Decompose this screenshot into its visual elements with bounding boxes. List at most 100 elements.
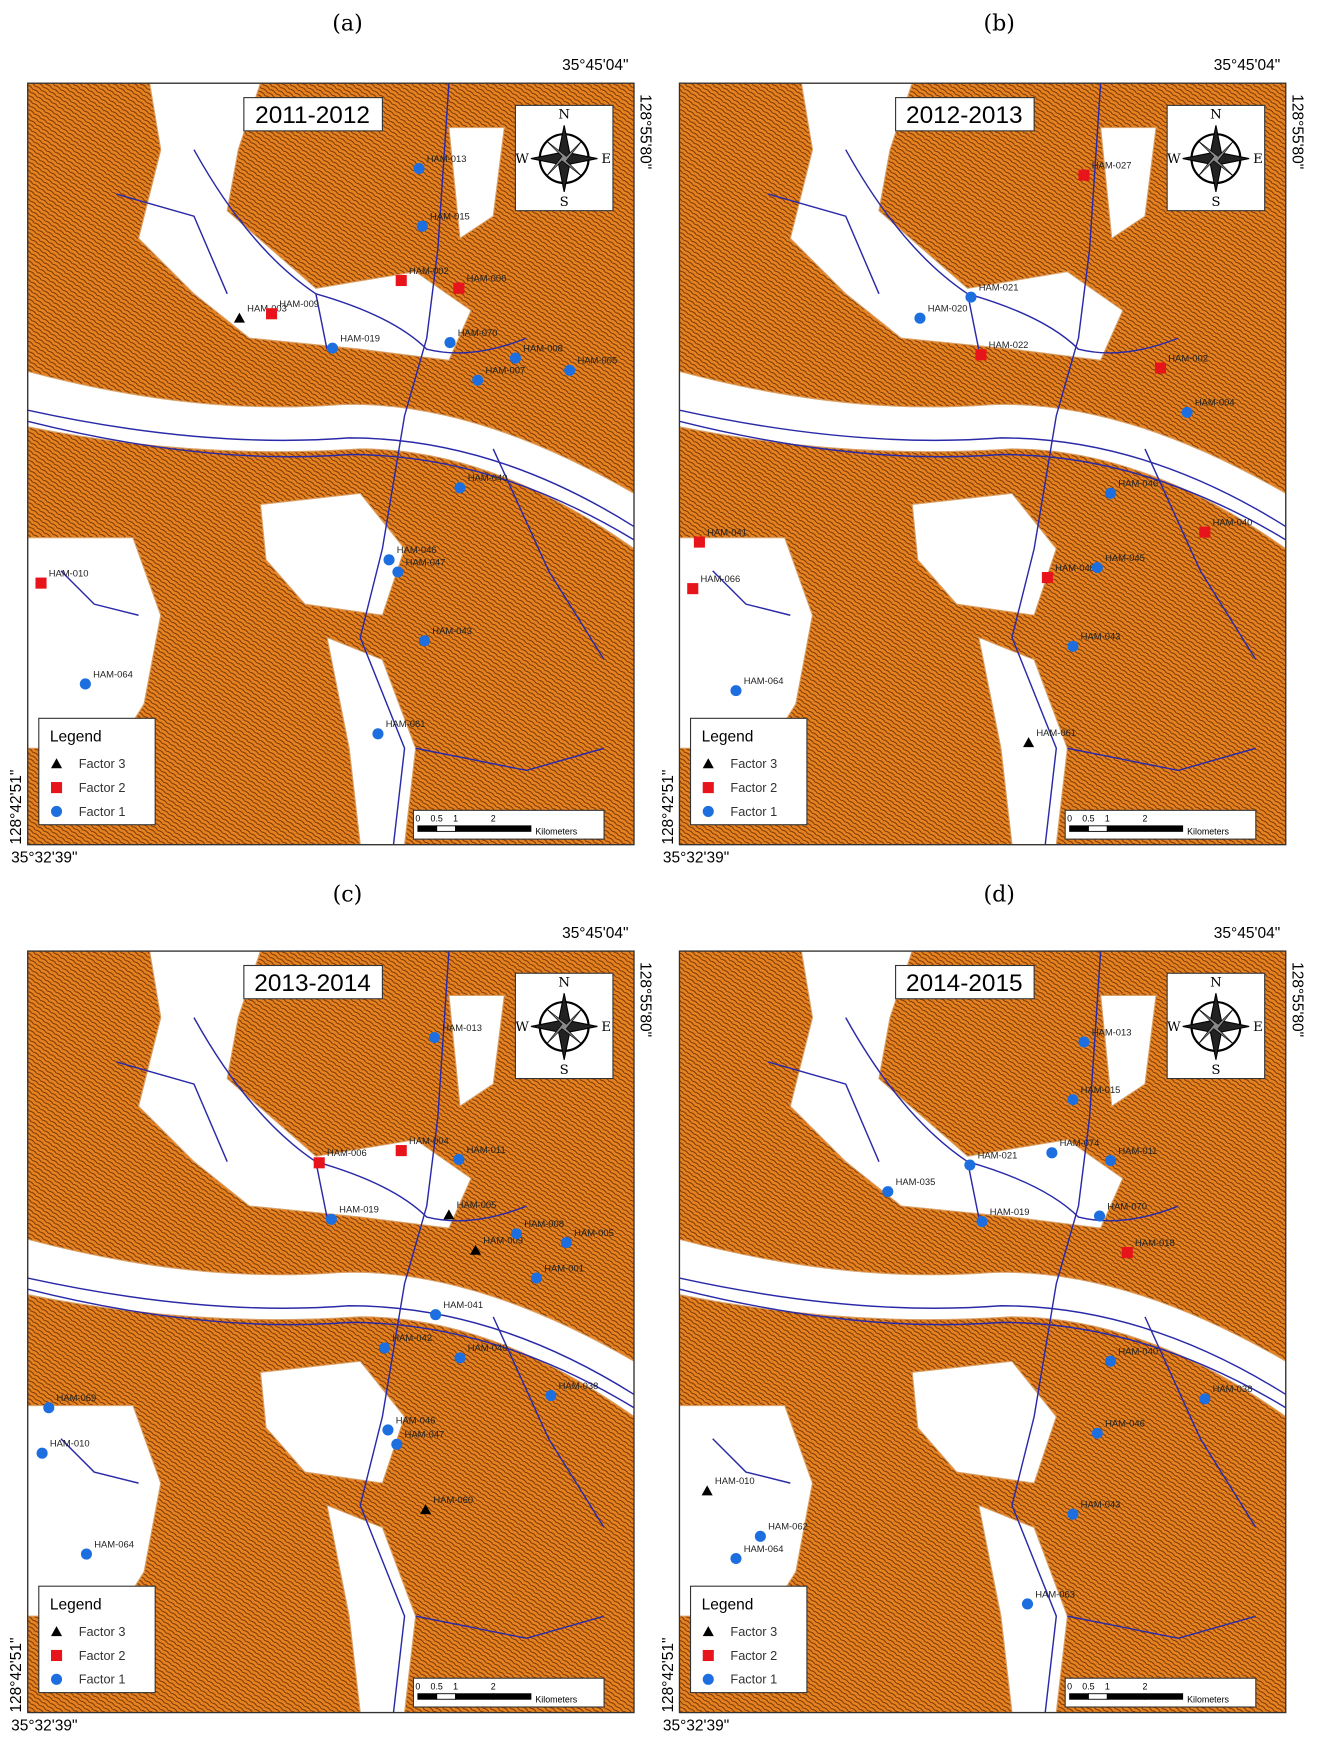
legend-marker	[703, 806, 714, 817]
scale-segment	[437, 826, 456, 832]
station-marker	[453, 283, 464, 294]
compass-e: E	[601, 1020, 611, 1035]
station-label: HAM-066	[701, 573, 741, 584]
station-label: HAM-074	[1060, 1137, 1100, 1148]
station-marker	[975, 349, 986, 360]
station-label: HAM-048	[1055, 562, 1095, 573]
coordinate-left: 128°42'51"	[8, 770, 25, 845]
station-label: HAM-041	[443, 1299, 483, 1310]
panel-label: (c)	[333, 882, 363, 908]
station-label: HAM-011	[467, 1144, 506, 1155]
station-label: HAM-040	[1213, 516, 1253, 527]
station-label: HAM-062	[768, 1521, 808, 1532]
map-panel: 35°45'04"128°55'80"128°42'51"35°32'39"20…	[660, 925, 1306, 1735]
station-label: HAM-043	[432, 625, 472, 636]
page: (a)35°45'04"128°55'80"128°42'51"35°32'39…	[0, 0, 1319, 1747]
station-marker	[1105, 1155, 1116, 1166]
scale-segment	[1070, 1694, 1089, 1700]
station-label: HAM-007	[485, 365, 525, 376]
scale-segment	[1070, 826, 1089, 832]
scale-tick: 2	[491, 1681, 496, 1691]
panel-label: (b)	[983, 10, 1014, 36]
station-marker	[392, 566, 403, 577]
station-marker	[326, 1214, 337, 1225]
coordinate-bottom: 35°32'39"	[663, 1717, 729, 1734]
compass-e: E	[1253, 1020, 1263, 1035]
station-marker	[372, 728, 383, 739]
station-label: HAM-041	[707, 526, 747, 537]
compass-n: N	[1210, 976, 1222, 991]
legend-marker	[703, 782, 714, 793]
legend-title: Legend	[50, 1596, 102, 1613]
legend-item: Factor 2	[730, 1648, 777, 1663]
station-label: HAM-019	[990, 1206, 1030, 1217]
scale-tick: 1	[1105, 1681, 1110, 1691]
station-marker	[81, 1549, 92, 1560]
station-label: HAM-008	[524, 1218, 564, 1229]
station-label: HAM-021	[979, 281, 1019, 292]
station-marker	[314, 1157, 325, 1168]
scale-unit: Kilometers	[535, 1695, 577, 1705]
scale-segment	[1088, 1694, 1107, 1700]
scale-bar: 00.512Kilometers	[413, 1678, 604, 1707]
station-marker	[419, 635, 430, 646]
station-marker	[417, 221, 428, 232]
station-marker	[730, 1553, 741, 1564]
compass: NSEW	[515, 973, 613, 1078]
station-label: HAM-064	[744, 1543, 784, 1554]
station-label: HAM-070	[1107, 1200, 1147, 1211]
station-marker	[37, 1448, 48, 1459]
compass-w: W	[1167, 152, 1181, 167]
coordinate-top: 35°45'04"	[1214, 925, 1280, 942]
station-label: HAM-042	[392, 1332, 432, 1343]
compass-w: W	[1167, 1020, 1181, 1035]
station-label: HAM-070	[458, 327, 498, 338]
scale-segment	[437, 1694, 456, 1700]
station-marker	[472, 375, 483, 386]
station-marker	[755, 1531, 766, 1542]
station-marker	[266, 308, 277, 319]
station-marker	[1105, 488, 1116, 499]
station-marker	[454, 1352, 465, 1363]
station-label: HAM-027	[1092, 160, 1132, 171]
scale-segment	[493, 1694, 531, 1700]
station-marker	[384, 554, 395, 565]
station-marker	[964, 1159, 975, 1170]
coordinate-left: 128°42'51"	[660, 1638, 677, 1713]
coordinate-right: 128°55'80"	[1288, 962, 1305, 1037]
scale-tick: 0	[415, 813, 420, 823]
station-marker	[396, 1145, 407, 1156]
coordinate-right: 128°55'80"	[637, 962, 654, 1037]
station-label: HAM-018	[1135, 1237, 1175, 1248]
station-marker	[1155, 363, 1166, 374]
panel-label: (d)	[983, 882, 1014, 908]
station-label: HAM-064	[744, 675, 784, 686]
station-marker	[914, 313, 925, 324]
station-marker	[1042, 572, 1053, 583]
compass: NSEW	[515, 105, 613, 210]
period-title: 2011-2012	[255, 102, 370, 129]
station-label: HAM-015	[430, 211, 470, 222]
compass-s: S	[1211, 195, 1220, 210]
scale-tick: 0.5	[431, 1681, 443, 1691]
station-label: HAM-046	[397, 544, 437, 555]
station-marker	[511, 1228, 522, 1239]
scale-tick: 1	[453, 1681, 458, 1691]
coordinate-top: 35°45'04"	[1214, 57, 1280, 74]
station-label: HAM-040	[468, 1342, 508, 1353]
station-label: HAM-004	[409, 1135, 449, 1146]
station-marker	[687, 583, 698, 594]
scale-segment	[456, 826, 494, 832]
station-label: HAM-013	[427, 153, 467, 164]
station-label: HAM-064	[93, 668, 133, 679]
scale-tick: 0	[1067, 813, 1072, 823]
station-label: HAM-008	[523, 342, 563, 353]
station-label: HAM-002	[1168, 352, 1208, 363]
legend-marker	[51, 806, 62, 817]
legend-item: Factor 3	[79, 1624, 126, 1639]
compass-n: N	[558, 976, 570, 991]
compass-s: S	[1211, 1063, 1220, 1078]
station-marker	[453, 1154, 464, 1165]
coordinate-right: 128°55'80"	[637, 94, 654, 169]
station-marker	[382, 1424, 393, 1435]
